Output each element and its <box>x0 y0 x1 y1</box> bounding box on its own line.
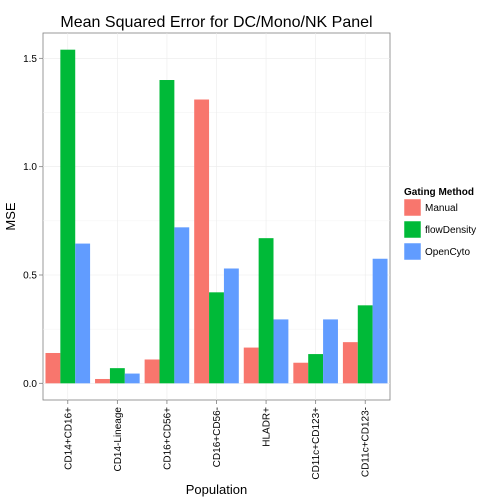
x-tick-label: CD16+CD56- <box>212 407 223 467</box>
x-axis: CD14+CD16+ CD14-Lineage CD16+CD56+ CD16+CD5… <box>63 400 372 480</box>
x-axis-title: Population <box>186 482 247 497</box>
legend-label-opencyto: OpenCyto <box>425 247 470 258</box>
x-tick-label: CD11c+CD123+ <box>311 407 322 480</box>
bar-opencyto-6 <box>372 258 388 384</box>
legend-key-opencyto <box>403 242 422 261</box>
legend-key-flowdensity <box>403 220 422 239</box>
x-tick-label: CD11c+CD123- <box>361 407 372 477</box>
bar-manual-1 <box>95 378 110 384</box>
legend: Gating Method Manual flowDensity OpenCyto <box>403 187 476 261</box>
bar-opencyto-3 <box>223 268 239 384</box>
x-tick-label: CD16+CD56+ <box>162 407 173 470</box>
bar-opencyto-1 <box>124 373 140 384</box>
bar-opencyto-2 <box>174 227 190 384</box>
x-tick-label: CD14+CD16+ <box>63 407 74 470</box>
legend-label-manual: Manual <box>425 203 458 214</box>
chart-title: Mean Squared Error for DC/Mono/NK Panel <box>60 14 372 31</box>
bar-flowdensity-2 <box>159 80 175 384</box>
bar-manual-6 <box>342 342 358 384</box>
x-tick-label: CD14-Lineage <box>113 407 124 472</box>
y-axis-title: MSE <box>3 202 18 231</box>
bar-manual-3 <box>194 99 210 384</box>
y-tick-label: 1.0 <box>23 162 37 173</box>
legend-key-manual <box>403 198 422 217</box>
bars <box>45 49 388 384</box>
bar-flowdensity-4 <box>258 238 274 384</box>
bar-flowdensity-6 <box>357 305 373 384</box>
bar-flowdensity-5 <box>308 354 324 384</box>
legend-label-flowdensity: flowDensity <box>425 225 476 236</box>
bar-manual-4 <box>243 347 259 384</box>
bar-flowdensity-3 <box>209 292 224 384</box>
legend-title: Gating Method <box>404 187 474 198</box>
bar-manual-0 <box>45 352 61 384</box>
bar-flowdensity-1 <box>109 368 125 384</box>
bar-manual-5 <box>293 362 309 384</box>
y-tick-label: 0.5 <box>23 270 37 281</box>
bar-manual-2 <box>144 359 160 384</box>
bar-opencyto-5 <box>323 319 338 384</box>
y-tick-label: 1.5 <box>23 54 37 65</box>
bar-opencyto-4 <box>273 319 289 384</box>
bar-opencyto-0 <box>75 243 91 384</box>
y-axis: 0.0 0.5 1.0 1.5 <box>23 54 43 390</box>
x-tick-label: HLADR+ <box>262 407 273 447</box>
y-tick-label: 0.0 <box>23 379 37 390</box>
bar-flowdensity-0 <box>60 49 76 384</box>
